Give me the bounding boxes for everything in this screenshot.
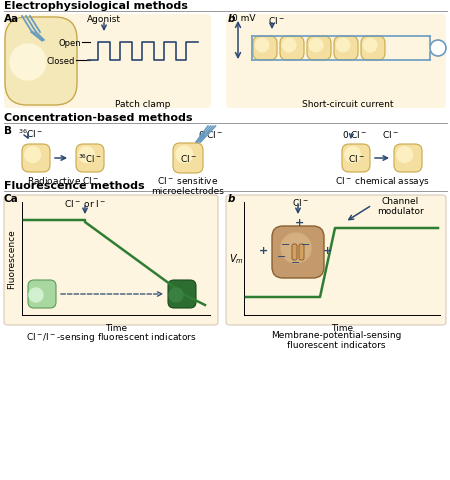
Text: Time: Time [105, 324, 127, 332]
Text: 0 Cl$^-$: 0 Cl$^-$ [342, 129, 367, 140]
Circle shape [345, 147, 360, 163]
FancyBboxPatch shape [173, 144, 203, 174]
FancyBboxPatch shape [226, 15, 446, 109]
FancyBboxPatch shape [342, 144, 370, 173]
Text: Radioactive Cl$^-$: Radioactive Cl$^-$ [27, 175, 99, 186]
FancyBboxPatch shape [307, 37, 331, 61]
Circle shape [176, 147, 193, 164]
FancyBboxPatch shape [272, 227, 324, 278]
Text: Patch clamp: Patch clamp [115, 100, 171, 109]
Text: Membrane-potential-sensing
fluorescent indicators: Membrane-potential-sensing fluorescent i… [271, 330, 401, 349]
FancyBboxPatch shape [292, 244, 297, 261]
FancyBboxPatch shape [280, 37, 304, 61]
FancyBboxPatch shape [334, 37, 358, 61]
Text: Aa: Aa [4, 14, 19, 24]
Text: Electrophysiological methods: Electrophysiological methods [4, 1, 188, 11]
Circle shape [337, 39, 350, 53]
FancyBboxPatch shape [253, 37, 277, 61]
Circle shape [169, 288, 183, 302]
FancyBboxPatch shape [28, 280, 56, 308]
Text: Cl$^-$ chemical assays: Cl$^-$ chemical assays [334, 175, 429, 188]
Text: Cl$^-$: Cl$^-$ [382, 129, 399, 140]
Text: Agonist: Agonist [87, 15, 121, 24]
Circle shape [79, 147, 94, 163]
Circle shape [310, 39, 323, 53]
Circle shape [283, 39, 296, 53]
Text: Concentration-based methods: Concentration-based methods [4, 113, 193, 123]
Text: Cl$^-$/I$^-$-sensing fluorescent indicators: Cl$^-$/I$^-$-sensing fluorescent indicat… [26, 330, 196, 343]
Text: Cl$^-$: Cl$^-$ [268, 15, 285, 26]
FancyBboxPatch shape [5, 18, 77, 106]
Text: $^{36}$Cl$^-$: $^{36}$Cl$^-$ [78, 153, 102, 165]
Circle shape [25, 147, 40, 163]
Text: Channel
modulator: Channel modulator [377, 197, 423, 216]
FancyBboxPatch shape [168, 280, 196, 308]
Text: Cl$^-$ sensitive
microelectrodes: Cl$^-$ sensitive microelectrodes [152, 175, 225, 196]
Text: Open: Open [58, 38, 81, 48]
Text: Cl$^-$: Cl$^-$ [292, 197, 308, 207]
Text: +: + [258, 245, 268, 255]
Circle shape [10, 45, 46, 81]
Text: B: B [4, 126, 12, 136]
Text: −: − [302, 240, 310, 250]
Circle shape [256, 39, 269, 53]
Text: 0 Cl$^-$: 0 Cl$^-$ [198, 129, 223, 140]
Text: Ca: Ca [4, 193, 19, 204]
Circle shape [281, 233, 311, 264]
FancyBboxPatch shape [394, 144, 422, 173]
Text: b: b [228, 14, 235, 24]
Text: Time: Time [331, 324, 353, 332]
Text: Closed: Closed [47, 56, 75, 65]
Text: Cl$^-$ or I$^-$: Cl$^-$ or I$^-$ [64, 198, 106, 209]
Text: −: − [277, 252, 287, 262]
Text: $V_m$: $V_m$ [229, 252, 243, 265]
Text: 0 mV: 0 mV [232, 14, 256, 23]
Text: b: b [228, 193, 235, 204]
Text: −: − [291, 257, 301, 267]
Circle shape [430, 41, 446, 57]
FancyBboxPatch shape [76, 144, 104, 173]
FancyBboxPatch shape [299, 244, 304, 261]
Text: i: i [436, 44, 439, 54]
Text: $^{36}$Cl$^-$: $^{36}$Cl$^-$ [18, 128, 43, 140]
FancyBboxPatch shape [226, 195, 446, 325]
Text: Short-circuit current: Short-circuit current [302, 100, 394, 109]
FancyBboxPatch shape [4, 15, 211, 109]
Circle shape [364, 39, 377, 53]
FancyBboxPatch shape [22, 144, 50, 173]
FancyBboxPatch shape [4, 195, 218, 325]
Circle shape [29, 288, 43, 302]
Text: +: + [295, 217, 305, 228]
FancyBboxPatch shape [361, 37, 385, 61]
Text: Fluorescence: Fluorescence [8, 228, 17, 288]
Text: +: + [324, 245, 333, 255]
Text: Fluorescence methods: Fluorescence methods [4, 180, 144, 191]
Text: −: − [281, 240, 291, 250]
Circle shape [397, 147, 413, 163]
Text: Cl$^-$: Cl$^-$ [180, 153, 196, 164]
Text: Cl$^-$: Cl$^-$ [348, 153, 365, 164]
